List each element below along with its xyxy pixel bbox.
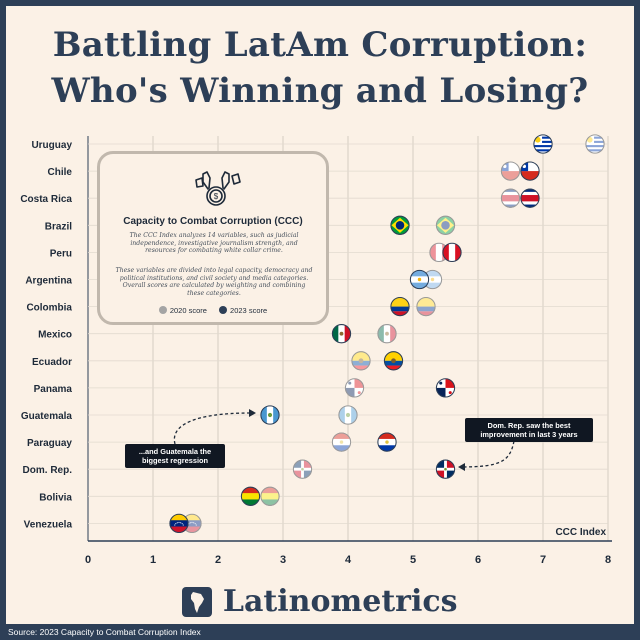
x-tick-label-1: 1 (150, 554, 156, 566)
callout-dominican-republic: Dom. Rep. saw the best improvement in la… (465, 418, 593, 442)
info-methodology: These variables are divided into legal c… (115, 267, 313, 297)
y-category-label-paraguay: Paraguay (27, 438, 72, 449)
callout-arrowhead-guatemala (249, 409, 256, 417)
y-category-label-guatemala: Guatemala (21, 411, 73, 422)
chart-title: Battling LatAm Corruption: Who's Winning… (0, 22, 640, 114)
point-2023-venezuela (169, 513, 189, 534)
legend-marker-2023 (219, 306, 228, 314)
y-category-label-argentina: Argentina (25, 276, 72, 287)
point-2020-costa-rica (500, 188, 521, 208)
x-tick-label-4: 4 (345, 554, 352, 566)
point-2023-paraguay (377, 432, 397, 452)
x-tick-label-0: 0 (85, 554, 91, 566)
info-description: The CCC Index analyzes 14 variables, suc… (129, 232, 299, 255)
y-category-label-brazil: Brazil (45, 221, 72, 232)
point-2020-ecuador (351, 351, 371, 371)
callout-arrowhead-dominican-republic (458, 463, 465, 471)
point-2020-panama (344, 378, 365, 398)
point-2020-guatemala (338, 405, 358, 425)
latinometrics-logo-icon (182, 586, 213, 617)
point-2023-colombia (390, 296, 410, 317)
point-2023-chile (520, 161, 540, 181)
y-category-label-mexico: Mexico (38, 330, 72, 341)
point-2020-chile (500, 161, 521, 181)
y-category-label-dom-rep: Dom. Rep. (23, 465, 73, 476)
svg-text:$: $ (214, 192, 219, 201)
y-category-label-ecuador: Ecuador (32, 357, 72, 368)
y-category-label-venezuela: Venezuela (24, 519, 73, 530)
point-2023-dom-rep (435, 459, 456, 479)
point-2020-paraguay (331, 432, 352, 452)
point-2023-panama (435, 378, 456, 398)
point-2023-argentina (409, 269, 430, 290)
point-2023-mexico (331, 324, 352, 344)
legend-label-2020: 2020 score (169, 306, 207, 315)
point-2023-guatemala (260, 405, 280, 425)
x-tick-label-2: 2 (215, 554, 221, 566)
point-2020-uruguay (585, 134, 605, 154)
info-title: Capacity to Combat Corruption (CCC) (123, 216, 303, 227)
point-2020-bolivia (260, 486, 280, 506)
brand-name: Latinometrics (222, 584, 458, 619)
x-tick-label-5: 5 (410, 554, 416, 566)
y-category-label-uruguay: Uruguay (31, 140, 72, 151)
y-category-label-peru: Peru (50, 248, 72, 259)
point-2023-peru (442, 242, 462, 263)
legend-item-2023: 2023 score (219, 306, 267, 315)
x-tick-label-7: 7 (540, 554, 546, 566)
info-box: $ Capacity to Combat Corruption (CCC) Th… (97, 151, 329, 325)
y-category-label-costa-rica: Costa Rica (20, 194, 72, 205)
point-2023-ecuador (383, 351, 404, 371)
source-note: Source: 2023 Capacity to Combat Corrupti… (0, 624, 640, 640)
anti-corruption-emblem-icon: $ (195, 171, 241, 206)
y-category-label-panama: Panama (34, 384, 73, 395)
point-2023-uruguay (533, 134, 553, 154)
point-2020-mexico (377, 324, 397, 344)
title-line-2: Who's Winning and Losing? (51, 71, 589, 111)
point-2020-dom-rep (292, 459, 313, 479)
point-2023-costa-rica (520, 188, 540, 208)
y-category-label-bolivia: Bolivia (39, 492, 72, 503)
y-category-label-colombia: Colombia (26, 303, 72, 314)
x-tick-label-3: 3 (280, 554, 286, 566)
point-2020-brazil (435, 215, 456, 235)
callout-arrow-dominican-republic (459, 440, 515, 468)
point-2023-brazil (390, 215, 410, 235)
y-category-label-chile: Chile (48, 167, 73, 178)
legend-item-2020: 2020 score (158, 306, 207, 315)
point-2023-bolivia (240, 486, 261, 506)
legend-label-2023: 2023 score (230, 306, 268, 315)
x-axis-label: CCC Index (555, 527, 606, 538)
x-tick-label-8: 8 (605, 554, 611, 566)
x-tick-label-6: 6 (475, 554, 481, 566)
callout-arrow-guatemala (173, 412, 251, 445)
callout-guatemala: ...and Guatemala the biggest regression (125, 444, 225, 468)
brand-footer: Latinometrics (0, 584, 640, 619)
title-line-1: Battling LatAm Corruption: (52, 25, 588, 65)
point-2020-colombia (416, 296, 436, 317)
chart-legend: 2020 score 2023 score (100, 306, 326, 315)
legend-marker-2020 (158, 306, 167, 314)
